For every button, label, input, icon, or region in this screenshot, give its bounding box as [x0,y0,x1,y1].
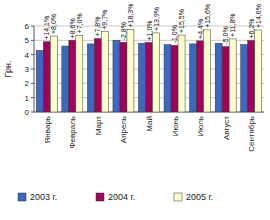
bar [190,44,197,112]
bar [146,42,153,112]
annotation: +6,2% [248,18,255,38]
annotation: +1,0% [146,20,153,40]
annotation: -2,8% [120,22,127,40]
bar [62,46,69,112]
bar [87,44,94,112]
legend-label: 2003 г. [30,192,57,202]
bar [139,43,146,112]
bar [76,35,83,112]
bar [222,47,229,112]
category-label: Январь [43,116,52,143]
bar [113,40,120,112]
bar [69,40,76,112]
annotation: +13,9% [153,7,160,31]
tick-label: 3 [25,65,30,74]
annotation: +14,1% [43,16,50,40]
bar [197,41,204,112]
category-label: Август [222,116,231,140]
tick-label: 2 [25,79,30,88]
category-label: Апрель [119,116,128,143]
category-label: Июнь [171,116,180,136]
category-label: Февраль [68,116,77,149]
annotation: +4,4% [197,19,204,39]
bar [255,30,262,112]
legend-swatch [18,193,26,201]
legend-swatch [174,193,182,201]
category-label: Март [94,116,103,135]
annotation: +7,8% [94,17,101,37]
bar [178,35,185,112]
legend-label: 2005 г. [186,192,213,202]
category-label: Сентябрь [247,116,256,152]
annotation: +7,0% [76,13,83,33]
annotation: +15,5% [178,9,185,33]
y-axis-label: Грн. [3,61,13,78]
bar [171,45,178,112]
annotation: +8,0% [50,14,57,34]
tick-label: 1 [25,94,30,103]
legend-swatch [96,193,104,201]
bar [127,30,134,112]
y-axis [34,26,35,112]
legend: 2003 г. 2004 г. 2005 г. [18,192,213,202]
bar [241,45,248,112]
legend-label: 2004 г. [108,192,135,202]
chart: 0 1 2 3 4 5 6 Грн. Январь Февраль Март Апрель Май Июн… [0,0,270,220]
tick-label: 6 [25,22,30,31]
bar [248,40,255,112]
bar [153,33,160,112]
bar [36,50,43,112]
category-label: Июль [196,116,205,136]
annotation: +9,7% [101,10,108,30]
bar [204,30,211,112]
tick-label: 4 [25,51,30,60]
bar [94,39,101,112]
tick-label: 0 [25,108,30,117]
bar [120,42,127,112]
bar [215,43,222,112]
annotation: +11,8% [229,13,236,36]
annotation: +14,6% [255,4,262,28]
category-label: Май [145,116,154,132]
annotation: +18,3% [127,4,134,28]
tick-label: 5 [25,36,30,45]
annotation: -1,0% [171,25,178,43]
annotation: +8,6% [69,18,76,38]
bar [50,36,57,112]
annotation: +15,6% [204,4,211,28]
bar [43,42,50,112]
bar [101,32,108,112]
bar [229,39,236,112]
annotation: -5,0% [222,26,229,44]
bar [164,45,171,112]
